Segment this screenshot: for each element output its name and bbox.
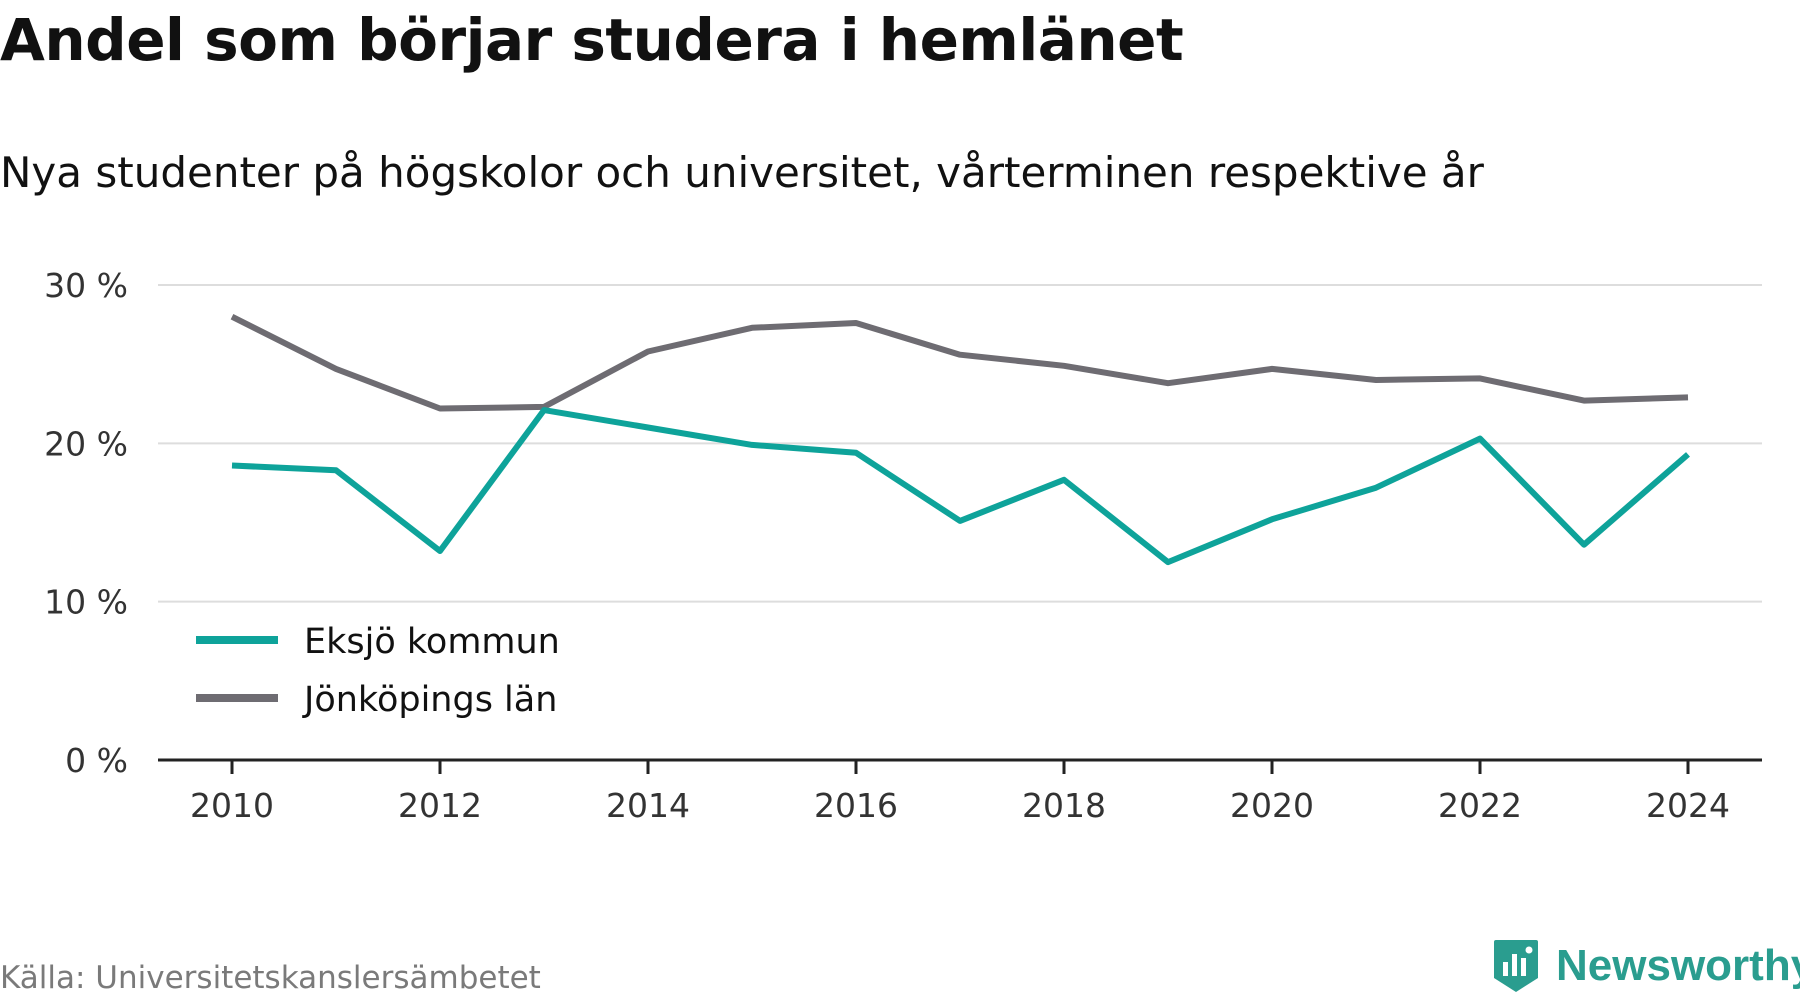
source-note: Källa: Universitetskanslersämbetet [0, 960, 541, 996]
x-tick-label: 2012 [398, 786, 482, 825]
y-tick-label: 0 % [65, 741, 128, 780]
y-tick-label: 10 % [44, 583, 128, 622]
newsworthy-logo-icon [1494, 940, 1538, 992]
series-line-eksjo [231, 407, 1690, 566]
legend-label: Eksjö kommun [304, 622, 560, 662]
chart-title: Andel som börjar studera i hemlänet [0, 6, 1184, 74]
x-tick-label: 2016 [814, 786, 898, 825]
legend-label: Jönköpings län [302, 680, 557, 720]
x-tick-label: 2014 [606, 786, 690, 825]
x-tick-label: 2010 [190, 786, 274, 825]
brand-name: Newsworthy [1556, 941, 1800, 990]
chart-subtitle: Nya studenter på högskolor och universit… [0, 148, 1484, 197]
x-tick-label: 2020 [1230, 786, 1314, 825]
x-tick-label: 2018 [1022, 786, 1106, 825]
series-line-jonkoping [230, 314, 1689, 412]
brand: Newsworthy [1492, 938, 1800, 994]
y-tick-label: 30 % [44, 266, 128, 305]
x-tick-label: 2024 [1646, 786, 1730, 825]
x-tick-label: 2022 [1438, 786, 1522, 825]
y-tick-label: 20 % [44, 424, 128, 463]
